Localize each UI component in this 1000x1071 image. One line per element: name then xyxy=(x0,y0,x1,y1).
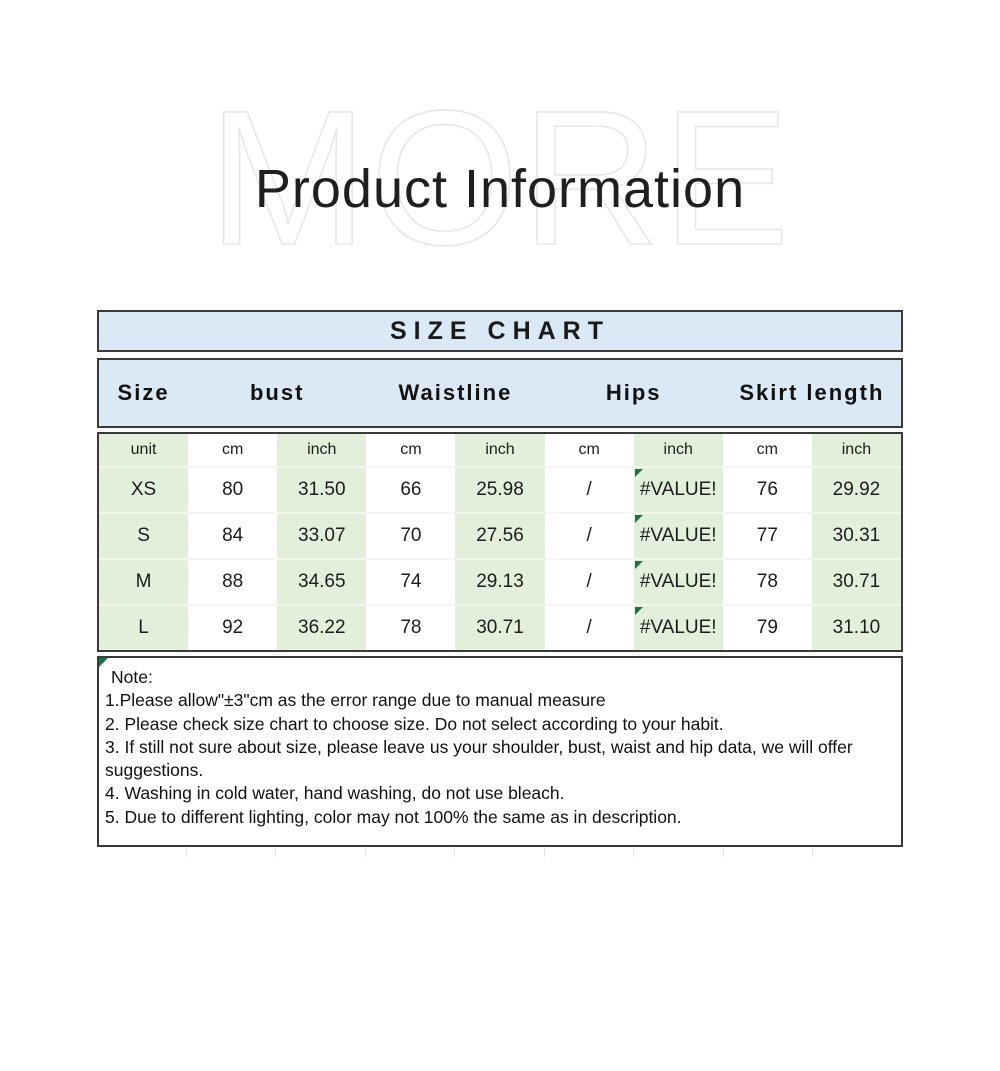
table-cell: 29.13 xyxy=(455,558,545,604)
table-cell: / xyxy=(544,512,634,558)
table-cell: 78 xyxy=(366,604,456,650)
table-cell: 66 xyxy=(366,466,456,512)
table-cell: 31.50 xyxy=(277,466,367,512)
table-cell-text: #VALUE! xyxy=(639,617,717,638)
table-cell-text: #VALUE! xyxy=(639,571,717,592)
error-corner-triangle-icon xyxy=(634,469,643,477)
error-corner-triangle-icon xyxy=(634,561,643,569)
table-cell-text: #VALUE! xyxy=(639,525,717,546)
unit-cell: cm xyxy=(366,434,456,466)
error-corner-triangle-icon xyxy=(634,515,643,523)
column-header-bust: bust xyxy=(249,380,305,405)
table-cell: 92 xyxy=(188,604,278,650)
value-error-cell: #VALUE! xyxy=(633,558,723,604)
table-cell: 79 xyxy=(722,604,812,650)
table-cell: 30.71 xyxy=(455,604,545,650)
column-header-skirt-length: Skirt length xyxy=(739,380,885,405)
size-chart-banner: SIZE CHART xyxy=(97,310,903,352)
note-line-5: 5. Due to different lighting, color may … xyxy=(105,806,682,827)
size-chart-banner-label: SIZE CHART xyxy=(390,316,610,345)
table-cell: 36.22 xyxy=(277,604,367,650)
table-cell: 31.10 xyxy=(811,604,901,650)
table-cell: 29.92 xyxy=(811,466,901,512)
note-line-4: 4. Washing in cold water, hand washing, … xyxy=(105,783,565,804)
note-line-3: 3. If still not sure about size, please … xyxy=(105,736,853,757)
size-chart-sheet: SIZE CHART Size bust Waistline Hips Skir… xyxy=(97,310,903,859)
note-line-1: 1.Please allow"±3"cm as the error range … xyxy=(105,690,606,711)
column-header-size: Size xyxy=(117,380,170,405)
table-cell: 78 xyxy=(722,558,812,604)
size-label-cell: S xyxy=(99,512,189,558)
hero-section: MORE Product Information xyxy=(0,0,1000,310)
table-cell: / xyxy=(544,558,634,604)
unit-cell: inch xyxy=(455,434,545,466)
table-cell: / xyxy=(544,604,634,650)
table-cell: 84 xyxy=(188,512,278,558)
size-table: unit cm inch cm inch cm inch cm inch XS … xyxy=(97,432,903,652)
value-error-cell: #VALUE! xyxy=(633,604,723,650)
note-box: Note: 1.Please allow"±3"cm as the error … xyxy=(97,656,903,847)
unit-cell: inch xyxy=(633,434,723,466)
column-header-hips: Hips xyxy=(605,380,662,405)
column-header-waistline: Waistline xyxy=(398,380,513,405)
unit-cell: inch xyxy=(811,434,901,466)
unit-cell: cm xyxy=(544,434,634,466)
page-title: Product Information xyxy=(254,159,746,219)
size-label-cell: XS xyxy=(99,466,189,512)
table-cell: 34.65 xyxy=(277,558,367,604)
unit-cell: cm xyxy=(188,434,278,466)
table-cell: 25.98 xyxy=(455,466,545,512)
note-heading: Note: xyxy=(111,667,153,687)
table-cell-text: #VALUE! xyxy=(639,479,717,500)
note-line-3-cont: suggestions. xyxy=(105,760,204,781)
table-cell: 30.31 xyxy=(811,512,901,558)
table-cell: 88 xyxy=(188,558,278,604)
table-cell: 77 xyxy=(722,512,812,558)
table-cell: 80 xyxy=(188,466,278,512)
table-cell: 33.07 xyxy=(277,512,367,558)
value-error-cell: #VALUE! xyxy=(633,466,723,512)
table-cell: 30.71 xyxy=(811,558,901,604)
note-corner-triangle-icon xyxy=(99,658,108,667)
table-cell: 74 xyxy=(366,558,456,604)
table-cell: 27.56 xyxy=(455,512,545,558)
size-label-cell: M xyxy=(99,558,189,604)
value-error-cell: #VALUE! xyxy=(633,512,723,558)
size-label-cell: L xyxy=(99,604,189,650)
note-line-2: 2. Please check size chart to choose siz… xyxy=(105,713,724,734)
column-header-row: Size bust Waistline Hips Skirt length xyxy=(97,358,903,428)
table-cell: 70 xyxy=(366,512,456,558)
unit-cell: unit xyxy=(99,434,189,466)
unit-cell: inch xyxy=(277,434,367,466)
error-corner-triangle-icon xyxy=(634,607,643,615)
table-cell: 76 xyxy=(722,466,812,512)
unit-cell: cm xyxy=(722,434,812,466)
spreadsheet-gridline-ticks xyxy=(97,846,903,859)
table-cell: / xyxy=(544,466,634,512)
